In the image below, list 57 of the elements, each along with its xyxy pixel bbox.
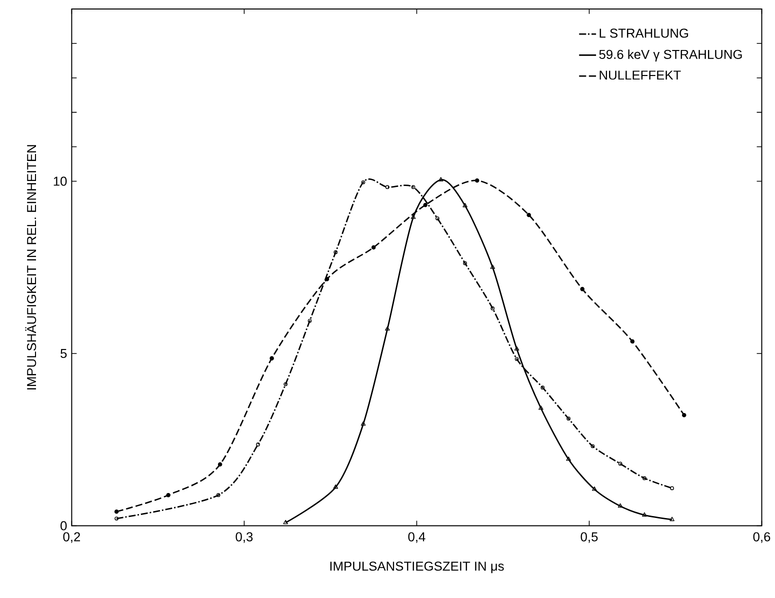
point [423,202,428,207]
point [371,245,376,250]
point [618,503,623,508]
point [514,356,519,361]
point [324,276,330,281]
point [540,385,545,390]
point [410,214,416,219]
point [284,382,288,386]
point [526,212,531,217]
point [334,250,338,254]
point [114,516,118,520]
point [630,339,634,344]
point [333,484,338,488]
point [642,512,647,516]
y-tick-label: 5 [60,348,67,358]
point [474,178,480,182]
legend-label: L STRAHLUNG [600,28,688,38]
point [490,264,496,269]
x-tick-label: 0,5 [580,532,598,543]
point [256,442,260,446]
point [384,326,390,330]
point [490,306,495,310]
point [682,412,686,418]
point [590,444,595,448]
y-tick-label: 10 [54,176,67,186]
point [538,405,544,410]
x-tick-label: 0,2 [63,532,80,543]
point [270,356,274,360]
point [618,462,622,466]
point [514,346,520,350]
point [435,216,440,220]
point [166,492,170,498]
point [360,421,366,426]
x-tick-label: 0,4 [408,532,426,543]
point [463,261,467,265]
point [462,202,468,208]
point [385,184,390,189]
point [114,509,119,514]
x-tick-label: 0,3 [236,532,253,543]
point [642,476,646,480]
point [308,318,312,322]
x-tick-label: 0,6 [753,532,770,543]
point [566,416,570,420]
y-tick-label: 0 [60,520,67,530]
point [670,486,674,490]
y-axis-title: IMPULSHÄUFIGKEIT IN REL. EINHEITEN [25,144,36,390]
point [218,462,222,466]
point [592,486,597,491]
x-axis-title: IMPULSANSTIEGSZEIT IN μs [330,561,504,573]
point [438,176,444,182]
point [411,184,416,189]
point [216,492,220,497]
point [361,180,366,184]
legend-label: 59.6 keV γ STRAHLUNG [599,49,742,62]
point [566,456,571,461]
point [580,286,584,291]
legend-label: NULLEFFEKT [600,70,681,80]
